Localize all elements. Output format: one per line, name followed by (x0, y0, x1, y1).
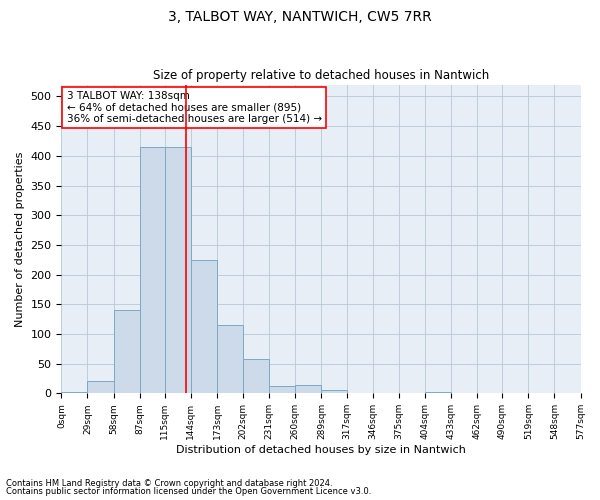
Bar (243, 360, 269, 394)
Bar (61, 392, 88, 394)
Bar (140, 147, 165, 394)
Text: Contains HM Land Registry data © Crown copyright and database right 2024.: Contains HM Land Registry data © Crown c… (6, 478, 332, 488)
X-axis label: Distribution of detached houses by size in Nantwich: Distribution of detached houses by size … (176, 445, 466, 455)
Bar (113, 310, 140, 394)
Bar (191, 260, 217, 394)
Bar (165, 147, 191, 394)
Bar (322, 390, 347, 394)
Bar (295, 385, 322, 394)
Bar (217, 325, 243, 394)
Bar (347, 393, 373, 394)
Text: Contains public sector information licensed under the Open Government Licence v3: Contains public sector information licen… (6, 487, 371, 496)
Bar (88, 382, 113, 394)
Text: 3, TALBOT WAY, NANTWICH, CW5 7RR: 3, TALBOT WAY, NANTWICH, CW5 7RR (168, 10, 432, 24)
Y-axis label: Number of detached properties: Number of detached properties (15, 152, 25, 326)
Bar (269, 386, 295, 394)
Bar (425, 392, 451, 394)
Text: 3 TALBOT WAY: 138sqm
← 64% of detached houses are smaller (895)
36% of semi-deta: 3 TALBOT WAY: 138sqm ← 64% of detached h… (67, 90, 322, 124)
Title: Size of property relative to detached houses in Nantwich: Size of property relative to detached ho… (153, 69, 489, 82)
Bar (529, 393, 554, 394)
